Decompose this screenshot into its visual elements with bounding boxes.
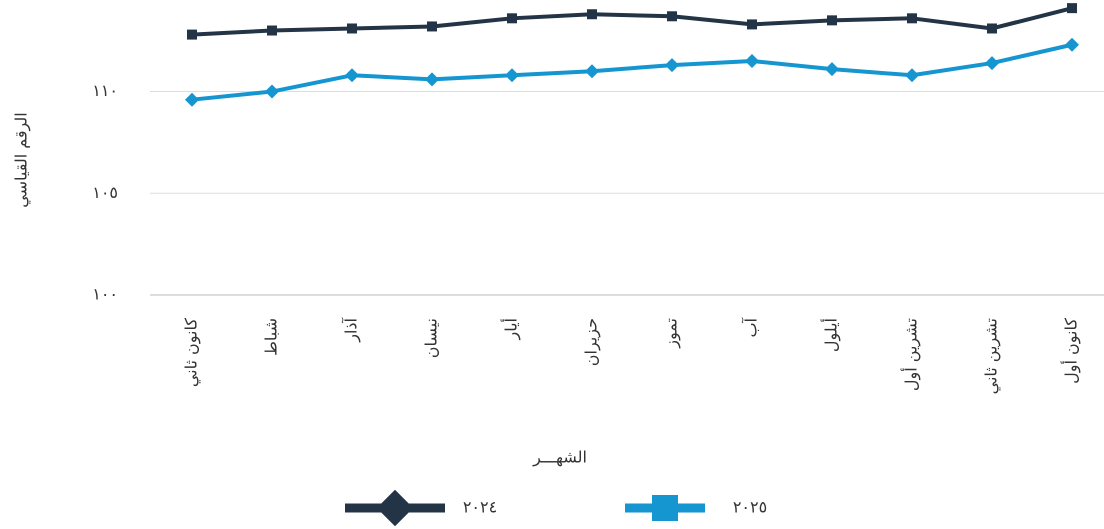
data-point: [267, 25, 277, 36]
data-point: [505, 68, 519, 83]
x-tick-label: آب: [742, 316, 761, 337]
data-point: [907, 13, 917, 24]
x-tick-label: حزيران: [582, 318, 602, 366]
x-tick-label: تموز: [662, 318, 682, 349]
data-point: [1065, 37, 1079, 52]
data-point: [345, 68, 359, 83]
data-point: [585, 64, 599, 79]
y-tick-label: ١٠٠: [92, 285, 118, 304]
data-point: [1067, 3, 1077, 14]
x-tick-label: نيسان: [422, 318, 441, 358]
data-point: [827, 15, 837, 26]
y-tick-label: ١١٠: [92, 81, 118, 100]
data-point: [985, 56, 999, 71]
data-point: [427, 21, 437, 32]
legend-marker: [652, 495, 678, 521]
y-axis-title: الرقم القياسي: [12, 112, 32, 207]
data-point: [665, 58, 679, 73]
x-tick-label: كانون أول: [1061, 318, 1082, 384]
y-tick-label: ١٠٥: [92, 183, 118, 202]
data-point: [425, 72, 439, 87]
data-point: [747, 19, 757, 30]
data-point: [987, 23, 997, 34]
x-tick-label: تشرين ثاني: [982, 318, 1002, 394]
x-tick-label: كانون ثاني: [182, 318, 202, 388]
data-point: [905, 68, 919, 83]
data-point: [667, 11, 677, 22]
legend-marker: [376, 489, 414, 527]
data-point: [507, 13, 517, 24]
x-tick-label: آذار: [342, 316, 362, 342]
legend-label: ٢٠٢٥: [733, 498, 767, 517]
data-point: [187, 29, 197, 40]
series-line: [191, 42, 1073, 102]
data-point: [185, 92, 199, 107]
x-tick-label: أيار: [501, 318, 522, 341]
x-tick-label: شباط: [262, 318, 281, 356]
data-point: [587, 9, 597, 20]
x-axis-title: الشهـــر: [532, 448, 587, 468]
data-point: [347, 23, 357, 34]
data-point: [745, 54, 759, 69]
data-point: [825, 62, 839, 77]
series-line: [191, 6, 1073, 37]
x-tick-label: أيلول: [821, 318, 842, 352]
x-tick-label: تشرين أول: [901, 318, 922, 391]
data-point: [265, 84, 279, 99]
legend-label: ٢٠٢٤: [463, 498, 497, 517]
